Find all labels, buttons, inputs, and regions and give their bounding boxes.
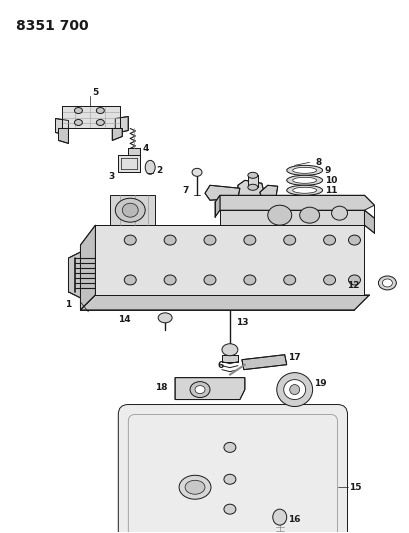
Ellipse shape xyxy=(323,275,335,285)
Polygon shape xyxy=(112,128,122,140)
Ellipse shape xyxy=(204,235,216,245)
Ellipse shape xyxy=(267,205,291,225)
Ellipse shape xyxy=(289,385,299,394)
Ellipse shape xyxy=(145,160,155,174)
Ellipse shape xyxy=(191,168,202,176)
Ellipse shape xyxy=(382,279,391,287)
Polygon shape xyxy=(115,117,128,133)
Polygon shape xyxy=(95,225,364,295)
Ellipse shape xyxy=(96,108,104,114)
Text: 8: 8 xyxy=(315,158,321,167)
Polygon shape xyxy=(214,195,219,217)
Polygon shape xyxy=(241,354,286,370)
Ellipse shape xyxy=(74,119,82,125)
Polygon shape xyxy=(80,295,369,310)
Text: 10: 10 xyxy=(324,176,336,185)
Text: 19: 19 xyxy=(313,379,326,388)
Ellipse shape xyxy=(190,382,209,398)
Ellipse shape xyxy=(243,275,255,285)
Ellipse shape xyxy=(164,235,176,245)
Polygon shape xyxy=(128,148,140,156)
Polygon shape xyxy=(58,128,68,143)
Polygon shape xyxy=(175,377,244,400)
Ellipse shape xyxy=(74,108,82,114)
Text: 18: 18 xyxy=(155,383,167,392)
Ellipse shape xyxy=(276,373,312,407)
Ellipse shape xyxy=(223,504,235,514)
Ellipse shape xyxy=(348,275,360,285)
Ellipse shape xyxy=(286,185,322,195)
Ellipse shape xyxy=(221,344,237,356)
Ellipse shape xyxy=(124,275,136,285)
Ellipse shape xyxy=(96,119,104,125)
Text: 1: 1 xyxy=(65,301,72,309)
Polygon shape xyxy=(237,180,264,202)
Ellipse shape xyxy=(286,165,322,175)
Ellipse shape xyxy=(292,167,316,173)
Ellipse shape xyxy=(286,175,322,185)
Ellipse shape xyxy=(184,480,204,494)
Polygon shape xyxy=(204,185,239,200)
Text: 5: 5 xyxy=(92,88,99,97)
Polygon shape xyxy=(118,156,140,172)
Ellipse shape xyxy=(164,275,176,285)
Polygon shape xyxy=(364,210,373,233)
Polygon shape xyxy=(259,185,277,198)
Ellipse shape xyxy=(292,187,316,193)
Text: 15: 15 xyxy=(348,483,361,492)
Ellipse shape xyxy=(179,475,211,499)
Text: 16: 16 xyxy=(287,515,299,523)
Ellipse shape xyxy=(124,235,136,245)
Ellipse shape xyxy=(299,207,319,223)
Polygon shape xyxy=(62,106,120,128)
Ellipse shape xyxy=(283,275,295,285)
Ellipse shape xyxy=(223,442,235,453)
Text: 11: 11 xyxy=(324,186,336,195)
Polygon shape xyxy=(219,195,373,210)
Polygon shape xyxy=(80,225,95,310)
Text: 3: 3 xyxy=(108,172,114,181)
Text: 12: 12 xyxy=(347,281,359,290)
Polygon shape xyxy=(247,175,257,187)
Ellipse shape xyxy=(122,203,138,217)
Ellipse shape xyxy=(243,235,255,245)
Ellipse shape xyxy=(283,379,305,400)
Ellipse shape xyxy=(247,172,257,179)
Ellipse shape xyxy=(283,235,295,245)
Polygon shape xyxy=(219,210,364,225)
Ellipse shape xyxy=(204,275,216,285)
Ellipse shape xyxy=(223,474,235,484)
Ellipse shape xyxy=(272,509,286,525)
Polygon shape xyxy=(110,195,155,225)
Polygon shape xyxy=(55,118,68,135)
Ellipse shape xyxy=(247,184,257,190)
Text: 14: 14 xyxy=(118,316,130,324)
Text: 9: 9 xyxy=(324,166,330,175)
Ellipse shape xyxy=(292,177,316,183)
FancyBboxPatch shape xyxy=(118,405,347,533)
Text: 17: 17 xyxy=(287,353,300,362)
Polygon shape xyxy=(221,354,237,362)
Ellipse shape xyxy=(331,206,347,220)
Text: 2: 2 xyxy=(156,166,162,175)
Text: 13: 13 xyxy=(235,318,248,327)
Ellipse shape xyxy=(158,313,172,323)
Ellipse shape xyxy=(195,385,204,393)
Ellipse shape xyxy=(323,235,335,245)
Ellipse shape xyxy=(378,276,396,290)
Text: 4: 4 xyxy=(142,144,148,153)
Ellipse shape xyxy=(348,235,360,245)
Ellipse shape xyxy=(115,198,145,222)
Text: 7: 7 xyxy=(182,186,188,195)
Text: 6: 6 xyxy=(218,361,224,370)
Text: 8351 700: 8351 700 xyxy=(16,19,88,33)
Polygon shape xyxy=(68,252,80,298)
